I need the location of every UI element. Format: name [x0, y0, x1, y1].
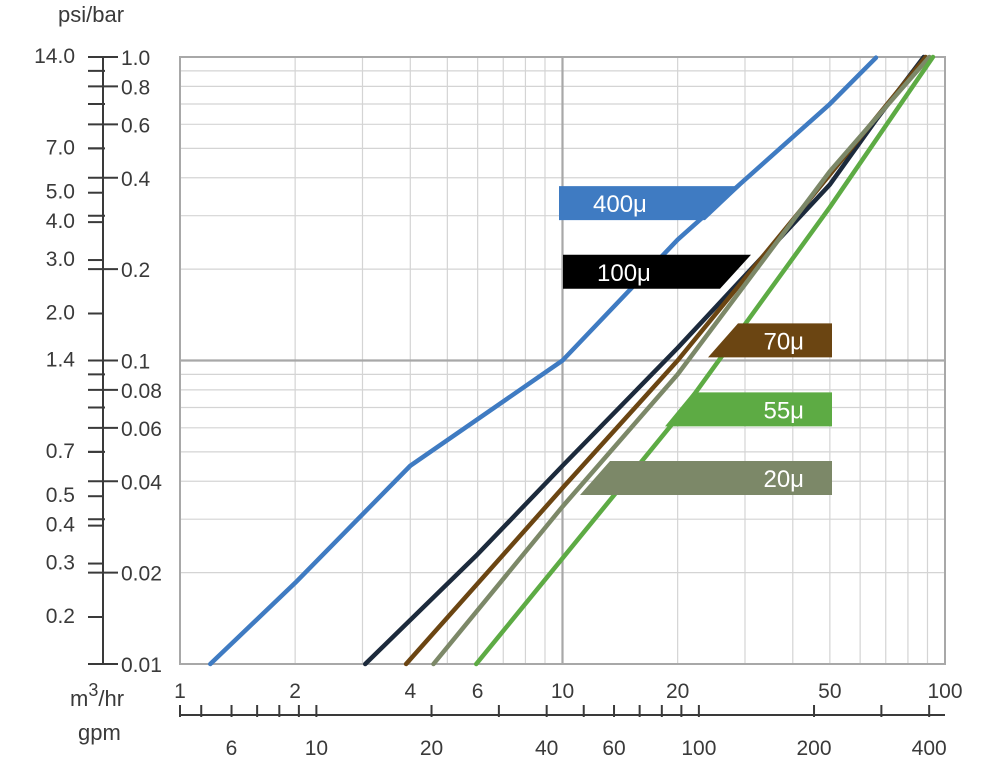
y-tick-label: 0.02 [121, 563, 162, 586]
legend-box-2 [708, 323, 832, 358]
x2-tick-label: 10 [305, 737, 328, 760]
y-tick-label: 0.08 [121, 380, 162, 403]
y-tick-label: 0.4 [121, 168, 151, 191]
x-tick-label: 20 [666, 680, 689, 703]
legend-box-3 [665, 392, 832, 427]
legend-label-3: 55μ [763, 397, 804, 424]
y2-tick-label: 3.0 [46, 248, 75, 271]
x-tick-label: 10 [551, 680, 574, 703]
series-line-3 [431, 54, 932, 667]
y-tick-label: 0.04 [121, 471, 162, 494]
legend: 400μ 100μ 70μ 55μ 20μ [559, 186, 832, 496]
y2-tick-label: 7.0 [46, 136, 75, 159]
y-tick-label: 0.1 [121, 351, 150, 374]
x-tick-label: 4 [404, 680, 416, 703]
series-line-0 [208, 55, 879, 667]
x2-tick-label: 60 [602, 737, 625, 760]
x-unit-label: m3/hr [70, 680, 124, 711]
x2-tick-label: 6 [226, 737, 238, 760]
legend-box-0 [559, 186, 741, 221]
series-lines [208, 54, 936, 667]
series-line-4 [474, 54, 936, 667]
x2-tick-label: 40 [535, 737, 558, 760]
y2-tick-label: 5.0 [46, 181, 75, 204]
y-tick-label: 0.8 [121, 76, 150, 99]
y2-tick-label: 14.0 [34, 45, 75, 68]
x-unit-superscript: 3 [88, 680, 98, 700]
y2-tick-label: 4.0 [46, 210, 75, 233]
y-tick-label: 0.6 [121, 114, 150, 137]
y-tick-label: 0.01 [121, 654, 162, 677]
legend-label-4: 20μ [763, 466, 804, 493]
grid [179, 56, 946, 665]
y2-tick-label: 0.5 [46, 484, 75, 507]
legend-box-4 [580, 461, 832, 496]
x-unit-main: m [70, 686, 88, 711]
x2-unit-label: gpm [78, 720, 121, 745]
y2-tick-label: 2.0 [46, 301, 75, 324]
y-tick-label: 0.06 [121, 418, 162, 441]
x-tick-label: 6 [472, 680, 484, 703]
y-tick-label: 0.2 [121, 259, 150, 282]
y2-tick-label: 0.7 [46, 440, 75, 463]
y2-tick-label: 0.3 [46, 552, 75, 575]
x-tick-label: 2 [289, 680, 301, 703]
x2-tick-label: 20 [420, 737, 443, 760]
x2-tick-label: 200 [796, 737, 831, 760]
y2-tick-label: 0.4 [46, 514, 76, 537]
x-tick-label: 100 [927, 680, 962, 703]
y-tick-label: 1.0 [121, 47, 150, 70]
axes: 0.01 0.02 0.04 0.06 0.08 0.1 0.2 0.4 0.6 0.8 1.0 0.… [34, 45, 962, 760]
plot-frame [179, 56, 946, 665]
y2-unit-label: psi/bar [58, 2, 124, 27]
x2-tick-label: 400 [912, 737, 947, 760]
axis-labels: psi/bar m3/hr gpm [58, 2, 124, 745]
legend-label-1: 100μ [597, 260, 651, 287]
x2-tick-label: 100 [681, 737, 716, 760]
x-unit-rest: /hr [98, 686, 124, 711]
legend-label-2: 70μ [763, 328, 804, 355]
y2-tick-label: 1.4 [46, 349, 76, 372]
legend-box-1 [563, 254, 751, 289]
x-tick-label: 1 [174, 680, 186, 703]
x-tick-label: 50 [818, 680, 841, 703]
legend-label-0: 400μ [593, 191, 647, 218]
y2-tick-label: 0.2 [46, 605, 75, 628]
